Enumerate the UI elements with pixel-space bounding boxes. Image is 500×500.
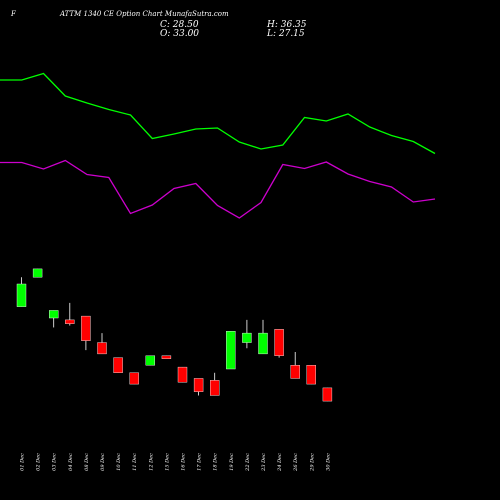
candle-body-down bbox=[322, 387, 333, 402]
x-tick-label: 03 Dec bbox=[52, 453, 58, 471]
x-tick-label: 15 Dec bbox=[164, 453, 170, 471]
candle-body-up bbox=[258, 332, 268, 355]
x-tick-label: 02 Dec bbox=[36, 453, 42, 471]
candle-body-down bbox=[129, 372, 139, 385]
x-tick-label: 04 Dec bbox=[68, 453, 74, 471]
upper-band-line bbox=[0, 72, 436, 155]
chart-title: ATTM 1340 CE Option Chart MunafaSutra.co… bbox=[60, 10, 229, 18]
x-tick-label: 22 Dec bbox=[245, 453, 251, 472]
x-tick-label: 26 Dec bbox=[293, 453, 299, 472]
candle-body-down bbox=[161, 355, 172, 359]
candle bbox=[258, 319, 268, 355]
x-axis-labels: 01 Dec 02 Dec 03 Dec 04 Dec 08 Dec 09 Dec 10 D… bbox=[20, 453, 332, 472]
candle bbox=[322, 387, 333, 402]
candle bbox=[290, 352, 300, 379]
candle bbox=[209, 372, 220, 396]
x-tick-label: 08 Dec bbox=[84, 453, 90, 471]
candle-body-down bbox=[81, 315, 91, 341]
candle-body-down bbox=[193, 378, 204, 392]
candle bbox=[274, 329, 284, 358]
candle bbox=[306, 365, 316, 385]
candle bbox=[161, 355, 172, 359]
x-tick-label: 09 Dec bbox=[100, 453, 106, 471]
candle-body-down bbox=[97, 342, 107, 355]
x-tick-label: 17 Dec bbox=[197, 453, 203, 471]
candle-body-down bbox=[113, 357, 123, 373]
candle-body-down bbox=[306, 365, 316, 385]
candle bbox=[226, 331, 236, 370]
o-value: O: 33.00 bbox=[160, 29, 200, 39]
candle-body-down bbox=[177, 366, 188, 383]
x-tick-label: 19 Dec bbox=[229, 453, 235, 471]
candle-body-up bbox=[49, 310, 59, 319]
x-tick-label: 16 Dec bbox=[181, 453, 187, 471]
candle-body-up bbox=[16, 283, 27, 307]
x-tick-label: 01 Dec bbox=[20, 453, 26, 471]
candle bbox=[16, 277, 27, 307]
candle bbox=[81, 315, 91, 351]
h-value: H: 36.35 bbox=[267, 20, 307, 30]
candle-body-up bbox=[242, 332, 252, 343]
candle bbox=[129, 372, 139, 385]
lower-band-line bbox=[0, 159, 436, 219]
l-value: L: 27.15 bbox=[267, 29, 305, 39]
candle bbox=[113, 357, 123, 373]
candle-body-up bbox=[226, 331, 236, 370]
symbol-label: F bbox=[11, 10, 16, 18]
x-tick-label: 11 Dec bbox=[132, 453, 138, 471]
candle bbox=[177, 366, 188, 383]
x-tick-label: 23 Dec bbox=[261, 453, 267, 472]
candle-body-down bbox=[65, 319, 75, 324]
candle bbox=[65, 302, 75, 326]
x-tick-label: 24 Dec bbox=[277, 453, 283, 472]
x-tick-label: 10 Dec bbox=[116, 453, 122, 471]
x-tick-label: 29 Dec bbox=[309, 453, 315, 472]
candle bbox=[32, 268, 43, 278]
candles bbox=[16, 268, 333, 402]
candle bbox=[145, 355, 156, 366]
x-tick-label: 12 Dec bbox=[148, 453, 154, 471]
band-lines bbox=[0, 72, 436, 219]
x-tick-label: 30 Dec bbox=[325, 453, 331, 471]
candle bbox=[97, 333, 107, 355]
candle bbox=[242, 319, 252, 349]
candle-body-down bbox=[274, 329, 284, 356]
c-value: C: 28.50 bbox=[160, 20, 199, 30]
x-tick-label: 18 Dec bbox=[213, 453, 219, 471]
candle-body-up bbox=[145, 355, 156, 366]
candle-body-down bbox=[290, 365, 300, 379]
candle bbox=[193, 378, 204, 396]
candle-body-down bbox=[209, 380, 220, 396]
candle bbox=[49, 310, 59, 328]
candle-body-up bbox=[32, 268, 43, 278]
